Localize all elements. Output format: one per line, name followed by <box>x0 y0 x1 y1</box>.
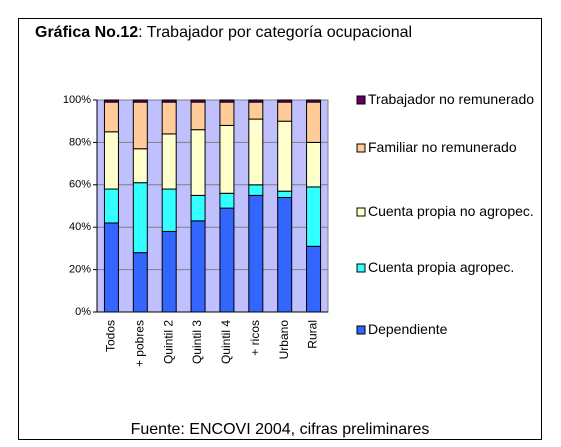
x-tick-label: Urbano <box>277 320 291 360</box>
bar-segment <box>306 186 322 247</box>
y-tick-label: 0% <box>75 306 91 318</box>
x-tick-label: Quintil 4 <box>219 320 233 364</box>
x-tick-label: + ricos <box>248 320 262 356</box>
bar-segment <box>248 101 264 120</box>
legend-swatch <box>356 143 366 153</box>
legend-label: Dependiente <box>368 321 448 337</box>
bar-segment <box>277 190 293 199</box>
bar-segment <box>132 101 148 150</box>
bar-segment <box>248 184 264 196</box>
bar-segment <box>132 99 148 103</box>
title-bold: Gráfica No.12 <box>35 24 138 41</box>
x-tick-label: Rural <box>306 320 320 349</box>
bar-segment <box>248 118 264 186</box>
bar-segment <box>190 220 206 313</box>
bar-segment <box>306 99 322 103</box>
legend-swatch <box>356 207 366 217</box>
legend-label: Familiar no remunerado <box>368 139 517 155</box>
bar-segment <box>132 182 148 254</box>
legend-swatch <box>356 263 366 273</box>
y-tick-label: 80% <box>69 136 91 148</box>
bar-segment <box>103 222 119 313</box>
bar-segment <box>219 124 235 194</box>
bar-segment <box>277 197 293 313</box>
x-tick-label: Quintil 3 <box>190 320 204 364</box>
bar-segment <box>161 101 177 135</box>
legend-label: Cuenta propia agropec. <box>368 259 515 275</box>
legend-swatch <box>356 95 366 105</box>
bar-segment <box>190 129 206 196</box>
y-tick-label: 40% <box>69 221 91 233</box>
bar-segment <box>103 101 119 133</box>
bar-segment <box>161 99 177 103</box>
plot-area <box>96 99 329 313</box>
bar-segment <box>161 188 177 232</box>
bar-segment <box>277 99 293 103</box>
bar-segment <box>219 101 235 126</box>
bar-segment <box>190 101 206 131</box>
bar-segment <box>190 194 206 222</box>
bar-segment <box>103 131 119 190</box>
bar-segment <box>219 207 235 313</box>
bar-segment <box>248 99 264 103</box>
source-note: Fuente: ENCOVI 2004, cifras preliminares <box>131 421 430 438</box>
bar-segment <box>161 230 177 313</box>
legend-label: Trabajador no remunerado <box>368 91 535 107</box>
bar-segment <box>306 245 322 313</box>
y-tick-label: 60% <box>69 179 91 191</box>
x-tick-label: Quintil 2 <box>161 320 175 364</box>
x-tick-label: Todos <box>104 320 118 352</box>
bar-segment <box>161 133 177 190</box>
bar-segment <box>277 101 293 122</box>
bar-segment <box>277 120 293 192</box>
bar-segment <box>103 99 119 103</box>
bar-segment <box>306 101 322 143</box>
bar-segment <box>132 252 148 313</box>
y-tick-label: 100% <box>63 94 91 106</box>
bar-segment <box>132 148 148 184</box>
bar-segment <box>219 99 235 103</box>
bar-segment <box>306 141 322 188</box>
title-rest: : Trabajador por categoría ocupacional <box>138 24 412 41</box>
bar-segment <box>248 194 264 313</box>
chart-title: Gráfica No.12: Trabajador por categoría … <box>35 24 412 41</box>
bar-segment <box>190 99 206 103</box>
y-tick-label: 20% <box>69 264 91 276</box>
legend-label: Cuenta propia no agropec. <box>368 203 534 219</box>
x-tick-label: + pobres <box>132 320 146 367</box>
legend-swatch <box>356 325 366 335</box>
bar-segment <box>103 188 119 224</box>
bar-segment <box>219 192 235 209</box>
